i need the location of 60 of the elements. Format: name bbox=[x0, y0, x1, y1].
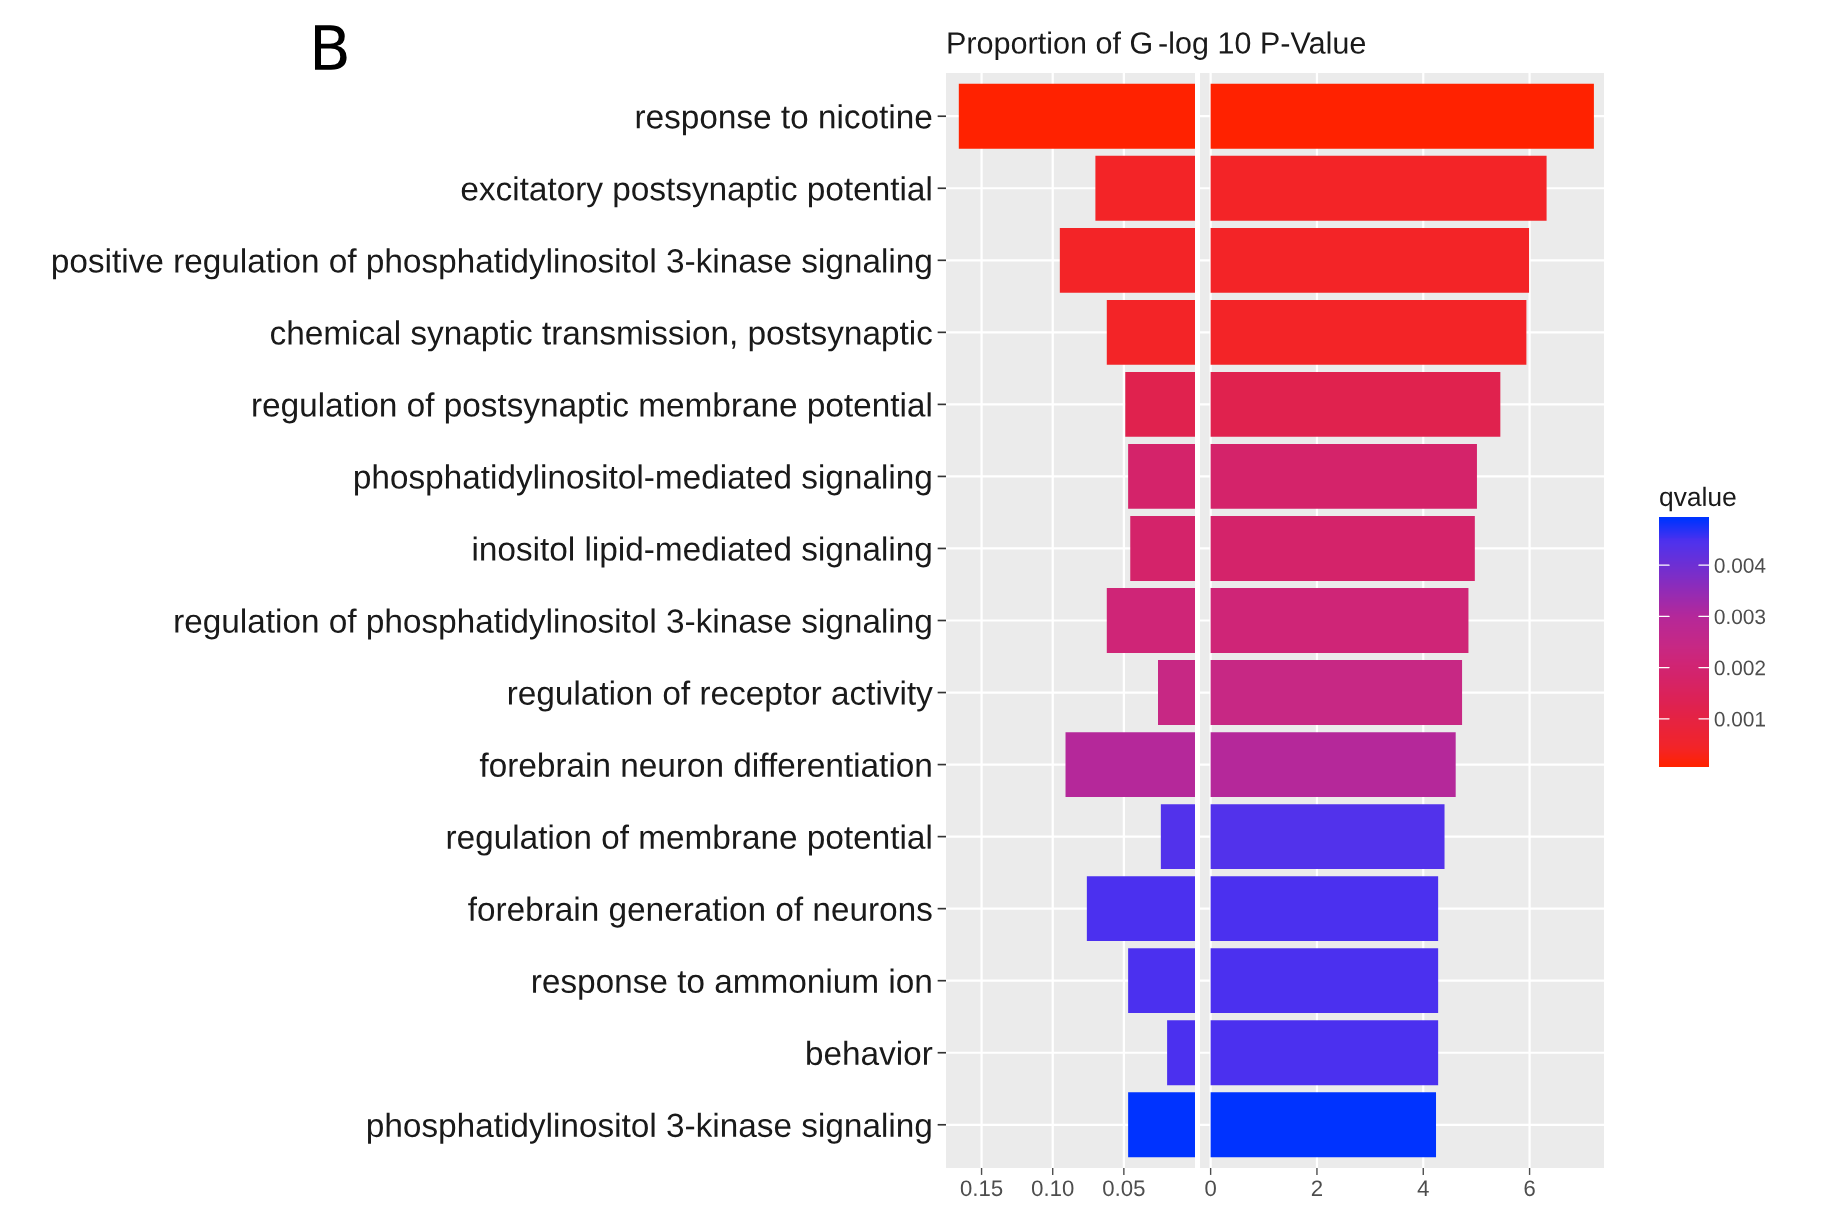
y-tick-label: chemical synaptic transmission, postsynaptic bbox=[271, 320, 932, 352]
x-tick-label: 0.05 bbox=[1103, 1180, 1145, 1197]
bar bbox=[1210, 1020, 1439, 1086]
bar bbox=[1128, 948, 1195, 1014]
bar bbox=[1210, 155, 1547, 221]
bar bbox=[1095, 155, 1195, 221]
chart-title: -log 10 P-Value bbox=[1159, 31, 1366, 60]
y-tick-label: regulation of receptor activity bbox=[508, 680, 933, 712]
color-bar-label: 0.001 bbox=[1714, 711, 1765, 727]
x-tick-label: 0 bbox=[1205, 1180, 1216, 1197]
bar bbox=[1128, 444, 1195, 509]
y-tick-label: excitatory postsynaptic potential bbox=[461, 176, 931, 208]
y-tick-label: response to nicotine bbox=[636, 104, 932, 136]
bar bbox=[1065, 732, 1195, 797]
bar bbox=[1167, 1020, 1195, 1086]
y-tick-label: inositol lipid-mediated signaling bbox=[473, 536, 931, 568]
bar bbox=[1130, 516, 1195, 581]
x-tick-label: 2 bbox=[1311, 1180, 1323, 1196]
y-tick-label: regulation of postsynaptic membrane potential bbox=[253, 392, 931, 424]
y-tick-label: phosphatidylinositol-mediated signaling bbox=[355, 464, 931, 496]
bar bbox=[1086, 876, 1195, 942]
bar bbox=[958, 83, 1195, 149]
y-tick-label: positive regulation of phosphatidylinositol 3-kinase signaling bbox=[52, 248, 931, 280]
y-tick-label: behavior bbox=[807, 1040, 933, 1066]
bar bbox=[1210, 876, 1439, 942]
y-tick-label: regulation of membrane potential bbox=[447, 824, 931, 856]
bar bbox=[1210, 948, 1439, 1014]
bar bbox=[1210, 444, 1477, 509]
bar bbox=[1210, 516, 1475, 581]
bar bbox=[1210, 1092, 1437, 1158]
bar bbox=[1158, 660, 1195, 725]
color-bar-title: qvalue bbox=[1660, 486, 1736, 512]
bar bbox=[1210, 588, 1469, 653]
y-tick-label: regulation of phosphatidylinositol 3-kinase signaling bbox=[175, 608, 931, 640]
x-tick-label: 6 bbox=[1524, 1180, 1535, 1197]
bar bbox=[1059, 227, 1195, 293]
color-bar-label: 0.004 bbox=[1714, 558, 1766, 573]
y-tick-label: forebrain neuron differentiation bbox=[479, 752, 931, 777]
y-tick-label: forebrain generation of neurons bbox=[468, 896, 932, 928]
text: B bbox=[315, 25, 347, 70]
bar bbox=[1128, 1092, 1195, 1158]
bar bbox=[1210, 227, 1530, 293]
color-bar-label: 0.003 bbox=[1714, 609, 1766, 625]
x-tick-label: 4 bbox=[1417, 1180, 1429, 1196]
bar bbox=[1210, 83, 1594, 149]
bar bbox=[1210, 371, 1501, 437]
y-tick-label: phosphatidylinositol 3-kinase signaling bbox=[367, 1112, 931, 1144]
x-tick-label: 0.10 bbox=[1031, 1180, 1074, 1197]
chart-title: Proportion of G bbox=[948, 31, 1151, 60]
bar bbox=[1160, 804, 1195, 870]
bar bbox=[1210, 732, 1456, 797]
bar bbox=[1210, 299, 1527, 365]
bar bbox=[1210, 804, 1445, 870]
x-tick-label: 0.15 bbox=[960, 1180, 1003, 1197]
y-tick-label: response to ammonium ion bbox=[533, 968, 931, 1000]
color-bar-label: 0.002 bbox=[1714, 660, 1765, 676]
bar bbox=[1125, 371, 1195, 437]
bar bbox=[1106, 588, 1195, 653]
bar bbox=[1106, 299, 1195, 365]
bar bbox=[1210, 660, 1463, 725]
